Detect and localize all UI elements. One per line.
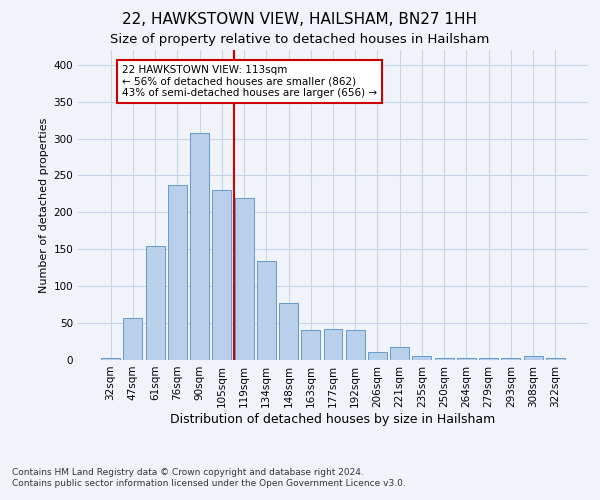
Y-axis label: Number of detached properties: Number of detached properties bbox=[39, 118, 49, 292]
Bar bbox=[323, 329, 343, 360]
Bar bbox=[168, 185, 187, 360]
Bar bbox=[346, 330, 365, 360]
Text: 22, HAWKSTOWN VIEW, HAILSHAM, BN27 1HH: 22, HAWKSTOWN VIEW, HAILSHAM, BN27 1HH bbox=[122, 12, 478, 28]
Bar bbox=[257, 261, 276, 360]
Text: Size of property relative to detached houses in Hailsham: Size of property relative to detached ho… bbox=[110, 32, 490, 46]
Bar bbox=[368, 352, 387, 360]
Bar bbox=[435, 358, 454, 360]
Bar bbox=[212, 190, 231, 360]
Bar bbox=[235, 198, 254, 360]
Bar bbox=[412, 356, 431, 360]
Bar bbox=[546, 358, 565, 360]
Bar bbox=[279, 303, 298, 360]
Text: 22 HAWKSTOWN VIEW: 113sqm
← 56% of detached houses are smaller (862)
43% of semi: 22 HAWKSTOWN VIEW: 113sqm ← 56% of detac… bbox=[122, 65, 377, 98]
Bar bbox=[502, 358, 520, 360]
Text: Contains HM Land Registry data © Crown copyright and database right 2024.
Contai: Contains HM Land Registry data © Crown c… bbox=[12, 468, 406, 487]
Bar bbox=[101, 358, 120, 360]
X-axis label: Distribution of detached houses by size in Hailsham: Distribution of detached houses by size … bbox=[170, 412, 496, 426]
Bar bbox=[390, 348, 409, 360]
Bar bbox=[479, 358, 498, 360]
Bar bbox=[457, 358, 476, 360]
Bar bbox=[124, 318, 142, 360]
Bar bbox=[146, 246, 164, 360]
Bar bbox=[301, 330, 320, 360]
Bar bbox=[190, 134, 209, 360]
Bar bbox=[524, 356, 542, 360]
